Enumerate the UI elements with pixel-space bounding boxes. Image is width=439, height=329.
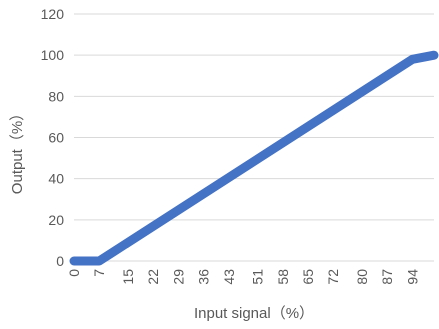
y-tick-label: 40 bbox=[48, 171, 64, 187]
x-tick-label: 65 bbox=[300, 269, 316, 285]
x-tick-label: 22 bbox=[145, 269, 161, 285]
x-tick-label: 72 bbox=[325, 269, 341, 285]
x-tick-label: 94 bbox=[404, 269, 420, 285]
y-tick-label: 0 bbox=[56, 253, 64, 269]
x-tick-label: 0 bbox=[66, 269, 82, 277]
x-tick-label: 58 bbox=[275, 269, 291, 285]
y-tick-label: 60 bbox=[48, 130, 64, 146]
x-tick-label: 7 bbox=[91, 269, 107, 277]
y-tick-label: 80 bbox=[48, 88, 64, 104]
x-tick-label: 43 bbox=[221, 269, 237, 285]
series-line bbox=[69, 50, 439, 266]
series-group bbox=[69, 50, 439, 266]
y-axis-title: Output（%） bbox=[9, 106, 26, 194]
x-tick-label: 36 bbox=[196, 269, 212, 285]
grid bbox=[74, 13, 434, 262]
y-tick-label: 120 bbox=[41, 6, 65, 22]
y-tick-label: 20 bbox=[48, 212, 64, 228]
x-tick-label: 15 bbox=[120, 269, 136, 285]
x-tick-label: 80 bbox=[354, 269, 370, 285]
x-tick-label: 51 bbox=[250, 269, 266, 285]
x-axis-title: Input signal（%） bbox=[194, 305, 314, 322]
x-tick-label: 87 bbox=[379, 269, 395, 285]
x-tick-label: 29 bbox=[170, 269, 186, 285]
y-axis-ticks: 0 20 40 60 80 100 120 bbox=[41, 6, 65, 269]
y-tick-label: 100 bbox=[41, 47, 65, 63]
x-axis-ticks: 0 7 15 22 29 36 43 51 58 65 72 80 87 94 bbox=[66, 269, 420, 285]
